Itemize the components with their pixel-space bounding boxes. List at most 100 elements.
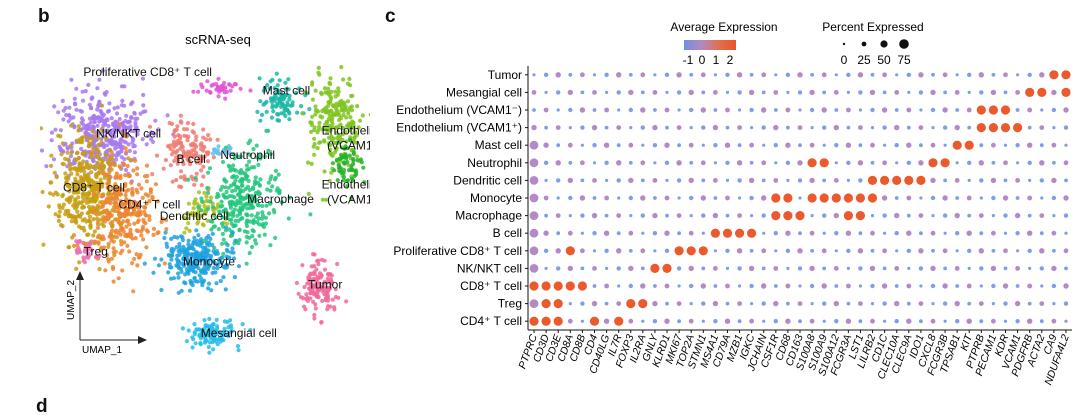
dot-cd8-t-cell-kit bbox=[966, 283, 972, 289]
umap-point bbox=[326, 86, 331, 91]
dot-b-cell-il7r bbox=[616, 231, 621, 236]
dot-dendritic-cell-s100a9 bbox=[822, 178, 827, 183]
umap-point bbox=[69, 150, 74, 155]
umap-point bbox=[256, 192, 261, 197]
dot-macrophage-stmn1 bbox=[701, 213, 706, 218]
umap-point bbox=[203, 323, 208, 328]
umap-point bbox=[303, 90, 308, 95]
umap-point bbox=[207, 166, 213, 171]
umap-point bbox=[297, 86, 302, 91]
dot-b-cell-fcgr3a bbox=[845, 230, 852, 236]
dot-treg-cd8b bbox=[580, 301, 585, 306]
umap-point bbox=[252, 181, 258, 186]
dot-tumor-stmn1 bbox=[700, 72, 706, 78]
dot-cd8-t-cell-pecam1 bbox=[991, 283, 996, 289]
umap-point bbox=[94, 216, 100, 221]
dot-endothelium-vcam1-jchain bbox=[761, 107, 767, 113]
umap-point bbox=[241, 196, 247, 201]
umap-point bbox=[244, 221, 249, 226]
panel-c-letter: c bbox=[385, 6, 396, 27]
umap-point bbox=[100, 199, 105, 205]
umap-point bbox=[111, 266, 116, 271]
dot-monocyte-ndufa4l2 bbox=[1063, 195, 1069, 201]
umap-point bbox=[334, 147, 339, 152]
umap-point bbox=[105, 143, 110, 148]
dot-proliferative-cd8-t-cell-cxcl8 bbox=[931, 248, 935, 253]
dot-cd8-t-cell-klrd1 bbox=[664, 283, 670, 289]
umap-point bbox=[165, 113, 170, 118]
umap-point bbox=[315, 146, 320, 151]
umap-point bbox=[311, 252, 316, 257]
umap-point bbox=[104, 135, 109, 141]
dot-monocyte-cd8b bbox=[579, 195, 586, 201]
dot-cd8-t-cell-cd163 bbox=[798, 284, 802, 288]
dot-endothelium-vcam1-ms4a1 bbox=[712, 124, 719, 131]
dot-monocyte-acta2 bbox=[1040, 196, 1044, 200]
umap-point bbox=[103, 92, 108, 97]
umap-point bbox=[243, 176, 248, 182]
dot-mesangial-cell-igkc bbox=[748, 89, 755, 96]
umap-point bbox=[223, 145, 228, 150]
umap-point bbox=[178, 113, 183, 118]
dot-mast-cell-klrd1 bbox=[664, 142, 670, 148]
umap-point bbox=[351, 124, 356, 129]
dot-proliferative-cd8-t-cell-ido1 bbox=[918, 248, 924, 254]
umap-point bbox=[220, 215, 225, 220]
dot-row-label-dendritic-cell: Dendritic cell bbox=[453, 173, 522, 187]
umap-point bbox=[92, 206, 97, 211]
umap-point bbox=[265, 83, 270, 88]
umap-point bbox=[65, 146, 70, 151]
umap-point bbox=[222, 80, 227, 86]
dot-tumor-tpsab1 bbox=[955, 73, 959, 77]
umap-label-cd4-t-cell: CD4⁺ T cell bbox=[118, 198, 180, 212]
umap-point bbox=[267, 86, 272, 91]
umap-point bbox=[196, 233, 201, 238]
dot-cd4-t-cell-ndufa4l2 bbox=[1064, 319, 1068, 323]
dot-tumor-lst1 bbox=[857, 72, 864, 78]
dot-cd4-t-cell-ca9 bbox=[1051, 318, 1057, 324]
umap-point bbox=[89, 106, 94, 111]
umap-point bbox=[56, 218, 61, 224]
umap-point bbox=[192, 199, 197, 204]
dot-proliferative-cd8-t-cell-s100a8 bbox=[810, 248, 814, 253]
dot-cd4-t-cell-clec9a bbox=[906, 318, 912, 324]
umap-point bbox=[348, 115, 353, 120]
size-legend-tick: 75 bbox=[897, 53, 911, 67]
umap-point bbox=[197, 161, 203, 166]
dot-endothelium-vcam1-vcam1 bbox=[1015, 108, 1020, 112]
umap-point bbox=[162, 261, 167, 266]
dot-tumor-klrd1 bbox=[664, 72, 670, 78]
umap-point bbox=[91, 217, 96, 222]
umap-point bbox=[308, 287, 313, 292]
umap-point bbox=[71, 190, 76, 195]
dot-neutrophil-ido1 bbox=[918, 160, 924, 166]
dot-endothelium-vcam1-kit bbox=[967, 125, 972, 130]
dot-treg-il7r bbox=[616, 301, 622, 306]
umap-cluster-b-cell bbox=[147, 113, 229, 192]
umap-point bbox=[257, 233, 262, 238]
dot-endothelium-vcam1-cd68 bbox=[785, 107, 791, 113]
umap-point bbox=[76, 213, 82, 218]
umap-point bbox=[270, 77, 275, 82]
umap-point bbox=[224, 225, 229, 230]
umap-point bbox=[311, 290, 316, 295]
umap-point bbox=[175, 124, 180, 129]
dot-treg-fcgr3a bbox=[846, 301, 851, 306]
umap-point bbox=[191, 121, 196, 127]
umap-point bbox=[205, 185, 210, 191]
umap-point bbox=[268, 201, 273, 206]
dot-treg-jchain bbox=[761, 301, 766, 306]
dot-mast-cell-cd3d bbox=[543, 142, 549, 148]
umap-point bbox=[212, 250, 217, 255]
umap-point bbox=[206, 344, 211, 350]
umap-point bbox=[224, 221, 230, 226]
umap-point bbox=[135, 263, 140, 268]
umap-point bbox=[216, 94, 221, 99]
dot-endothelium-vcam1-pdgfrb bbox=[1027, 125, 1032, 130]
dot-dendritic-cell-ca9 bbox=[1051, 177, 1057, 184]
umap-point bbox=[168, 146, 173, 151]
dot-cd4-t-cell-mki67 bbox=[677, 319, 681, 324]
umap-point bbox=[179, 120, 184, 125]
umap-point bbox=[173, 142, 179, 148]
